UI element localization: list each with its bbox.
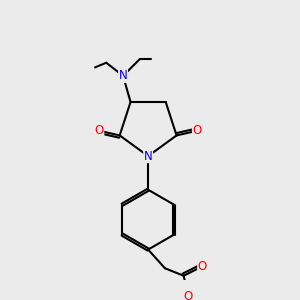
Text: O: O [198,260,207,273]
Text: O: O [193,124,202,137]
Text: N: N [144,150,152,163]
Text: O: O [184,290,193,300]
Text: O: O [94,124,104,137]
Text: N: N [119,69,128,82]
